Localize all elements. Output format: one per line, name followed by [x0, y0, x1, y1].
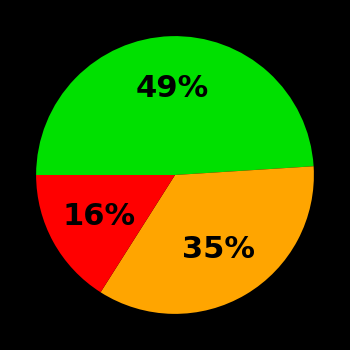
Text: 16%: 16% [63, 202, 136, 231]
Wedge shape [100, 166, 314, 314]
Wedge shape [36, 36, 314, 175]
Text: 35%: 35% [182, 234, 256, 264]
Text: 49%: 49% [136, 75, 209, 104]
Wedge shape [36, 175, 175, 292]
